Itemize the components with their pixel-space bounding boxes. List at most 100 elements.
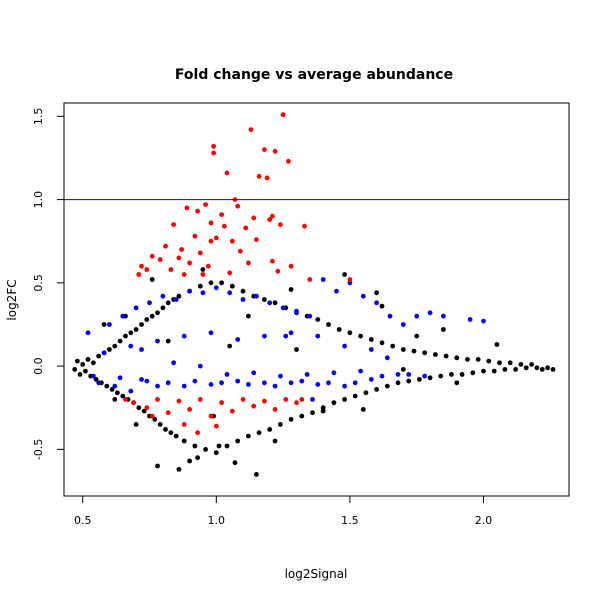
- x-tick-label-3: 2.0: [475, 514, 493, 527]
- data-point-2-51: [139, 263, 144, 269]
- data-point-0-7: [91, 360, 96, 366]
- x-tick-label-0: 0.5: [74, 514, 92, 527]
- data-point-0-77: [379, 340, 385, 346]
- data-point-0-81: [400, 347, 406, 352]
- x-tick-label-2: 1.5: [341, 514, 359, 527]
- data-point-1-0: [85, 330, 91, 336]
- data-point-1-15: [192, 378, 198, 384]
- data-point-1-34: [320, 277, 326, 282]
- data-point-0-106: [534, 365, 540, 371]
- data-point-1-64: [358, 368, 363, 374]
- data-point-2-30: [179, 247, 185, 252]
- data-point-0-4: [83, 368, 88, 374]
- data-point-2-32: [237, 248, 243, 254]
- y-tick-label-4: 1.5: [32, 108, 45, 126]
- y-tick-label-3: 1.0: [32, 191, 45, 209]
- data-point-2-70: [213, 423, 219, 429]
- data-point-2-47: [136, 272, 142, 277]
- data-point-2-56: [176, 398, 182, 404]
- data-point-1-61: [278, 373, 283, 379]
- data-point-1-45: [395, 372, 401, 377]
- data-point-2-72: [299, 397, 305, 402]
- data-point-2-59: [208, 413, 214, 419]
- data-point-0-24: [136, 405, 142, 411]
- data-point-0-132: [246, 313, 251, 319]
- data-point-2-16: [251, 215, 257, 221]
- data-point-1-75: [342, 343, 347, 349]
- data-point-0-84: [417, 377, 422, 382]
- data-point-2-58: [197, 397, 203, 402]
- data-point-0-133: [454, 380, 460, 386]
- data-point-1-11: [165, 380, 171, 386]
- data-point-1-28: [280, 305, 286, 311]
- data-point-0-94: [470, 370, 476, 376]
- data-point-2-28: [254, 237, 259, 243]
- data-point-1-8: [147, 300, 152, 306]
- data-point-2-57: [187, 407, 193, 412]
- data-point-0-85: [422, 350, 428, 356]
- data-point-1-39: [352, 380, 358, 386]
- data-point-2-35: [176, 255, 182, 261]
- data-point-2-22: [243, 225, 249, 231]
- data-point-0-127: [133, 422, 139, 427]
- data-point-0-78: [384, 383, 390, 389]
- data-point-0-123: [494, 342, 500, 347]
- data-point-0-56: [267, 427, 273, 432]
- data-point-0-72: [352, 393, 358, 399]
- data-point-2-6: [286, 158, 291, 164]
- data-point-1-4: [120, 313, 126, 319]
- data-point-0-29: [149, 313, 155, 319]
- data-point-1-53: [481, 318, 486, 324]
- data-point-1-63: [331, 370, 337, 376]
- data-point-1-66: [101, 350, 107, 356]
- data-point-1-32: [307, 313, 313, 319]
- data-point-0-96: [481, 368, 486, 374]
- x-axis: 0.5 1.0 1.5 2.0: [74, 495, 493, 527]
- data-point-0-70: [342, 397, 347, 402]
- data-point-0-8: [93, 377, 99, 382]
- data-point-1-48: [414, 313, 420, 319]
- data-point-1-20: [227, 290, 233, 296]
- data-point-0-138: [294, 347, 299, 352]
- data-point-1-68: [155, 338, 160, 344]
- data-point-0-38: [173, 433, 179, 439]
- data-point-0-108: [545, 365, 550, 371]
- data-point-0-16: [115, 390, 120, 396]
- data-point-2-66: [283, 397, 289, 402]
- data-point-2-12: [195, 208, 201, 214]
- chart-title: Fold change vs average abundance: [175, 67, 453, 83]
- data-point-0-33: [160, 305, 166, 311]
- data-point-1-62: [304, 372, 310, 377]
- data-point-2-50: [208, 238, 214, 244]
- data-point-2-31: [197, 250, 203, 256]
- data-point-2-61: [229, 408, 235, 414]
- data-point-0-137: [227, 343, 233, 349]
- data-point-0-89: [443, 353, 449, 359]
- data-point-1-5: [128, 388, 134, 394]
- data-point-2-37: [205, 263, 211, 269]
- data-point-2-33: [149, 253, 155, 259]
- data-point-0-112: [195, 455, 201, 461]
- data-point-2-55: [165, 410, 171, 416]
- data-point-0-134: [414, 333, 420, 339]
- data-point-0-13: [107, 347, 112, 352]
- data-point-0-23: [133, 327, 139, 332]
- data-point-2-40: [144, 267, 150, 272]
- data-point-0-87: [433, 352, 438, 357]
- data-point-0-119: [200, 267, 206, 272]
- y-tick-label-0: -0.5: [32, 439, 45, 460]
- data-point-2-71: [123, 397, 128, 402]
- data-point-2-15: [219, 212, 225, 218]
- data-point-0-125: [288, 287, 294, 292]
- data-point-2-68: [149, 413, 155, 419]
- data-point-0-9: [96, 353, 102, 359]
- data-point-1-46: [400, 322, 406, 327]
- data-point-1-72: [262, 333, 267, 339]
- data-point-1-30: [294, 308, 299, 314]
- data-point-2-14: [235, 203, 241, 209]
- data-point-1-56: [144, 378, 150, 384]
- data-point-0-73: [358, 333, 363, 339]
- data-point-2-0: [280, 112, 286, 118]
